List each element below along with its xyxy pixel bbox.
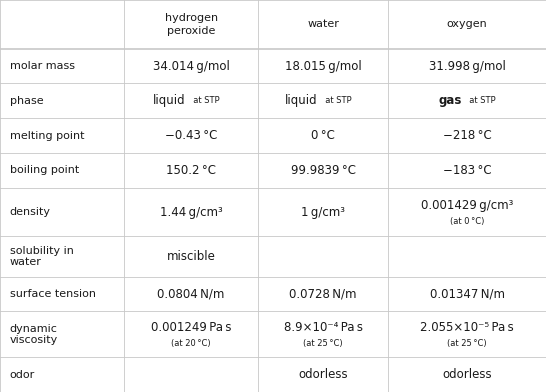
Text: 1.44 g/cm³: 1.44 g/cm³ [160, 205, 222, 219]
Text: (at 20 °C): (at 20 °C) [171, 339, 211, 348]
Text: melting point: melting point [10, 131, 84, 141]
Text: phase: phase [10, 96, 44, 106]
Text: −183 °C: −183 °C [443, 164, 491, 177]
Text: at STP: at STP [321, 96, 352, 105]
Text: liquid: liquid [285, 94, 318, 107]
Text: gas: gas [438, 94, 462, 107]
Text: (at 25 °C): (at 25 °C) [447, 339, 487, 348]
Text: 0.01347 N/m: 0.01347 N/m [430, 288, 505, 301]
Text: 2.055×10⁻⁵ Pa s: 2.055×10⁻⁵ Pa s [420, 321, 514, 334]
Text: 0 °C: 0 °C [311, 129, 335, 142]
Text: 0.0804 N/m: 0.0804 N/m [157, 288, 225, 301]
Text: 31.998 g/mol: 31.998 g/mol [429, 60, 506, 73]
Text: boiling point: boiling point [10, 165, 79, 175]
Text: 0.001429 g/cm³: 0.001429 g/cm³ [421, 199, 513, 212]
Text: density: density [10, 207, 51, 217]
Text: (at 0 °C): (at 0 °C) [450, 217, 484, 226]
Text: 150.2 °C: 150.2 °C [166, 164, 216, 177]
Text: miscible: miscible [167, 250, 216, 263]
Text: (at 25 °C): (at 25 °C) [303, 339, 343, 348]
Text: at STP: at STP [188, 96, 220, 105]
Text: molar mass: molar mass [10, 61, 75, 71]
Text: odorless: odorless [298, 368, 348, 381]
Text: liquid: liquid [153, 94, 186, 107]
Text: odorless: odorless [442, 368, 492, 381]
Text: −0.43 °C: −0.43 °C [165, 129, 217, 142]
Text: at STP: at STP [465, 96, 496, 105]
Text: 1 g/cm³: 1 g/cm³ [301, 205, 345, 219]
Text: dynamic
viscosity: dynamic viscosity [10, 323, 58, 345]
Text: −218 °C: −218 °C [443, 129, 491, 142]
Text: 0.0728 N/m: 0.0728 N/m [289, 288, 357, 301]
Text: 8.9×10⁻⁴ Pa s: 8.9×10⁻⁴ Pa s [283, 321, 363, 334]
Text: 18.015 g/mol: 18.015 g/mol [284, 60, 361, 73]
Text: oxygen: oxygen [447, 19, 488, 29]
Text: 0.001249 Pa s: 0.001249 Pa s [151, 321, 232, 334]
Text: surface tension: surface tension [10, 289, 96, 299]
Text: solubility in
water: solubility in water [10, 246, 74, 267]
Text: 99.9839 °C: 99.9839 °C [290, 164, 355, 177]
Text: hydrogen
peroxide: hydrogen peroxide [164, 13, 218, 36]
Text: odor: odor [10, 370, 35, 379]
Text: 34.014 g/mol: 34.014 g/mol [153, 60, 229, 73]
Text: water: water [307, 19, 339, 29]
